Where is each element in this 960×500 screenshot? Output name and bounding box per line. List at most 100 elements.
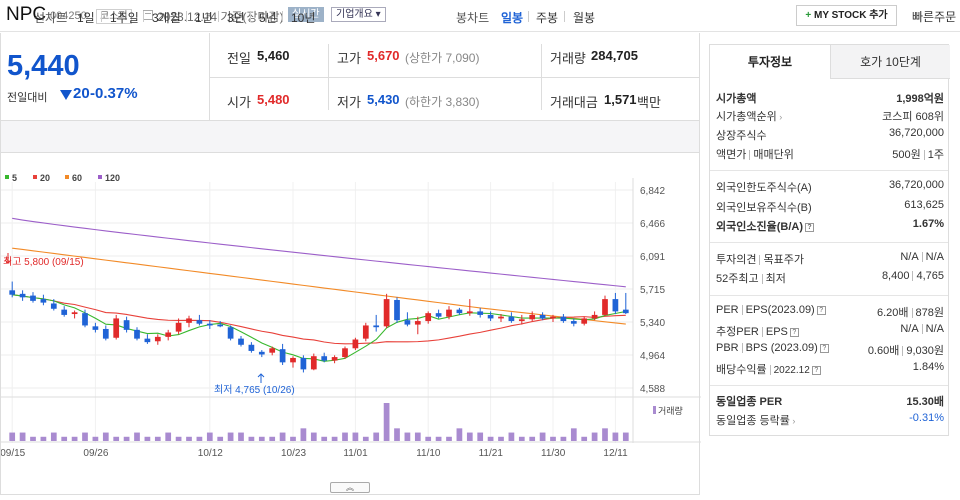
candle-body[interactable] (331, 357, 338, 361)
candle-body[interactable] (612, 299, 619, 312)
candle-body[interactable] (19, 293, 26, 298)
candle-body[interactable] (581, 318, 588, 324)
candle-monthly[interactable]: 월봉 (573, 11, 596, 25)
candle-body[interactable] (144, 338, 151, 343)
volume-bar (30, 436, 36, 441)
candle-body[interactable] (539, 314, 546, 319)
candle-body[interactable] (508, 316, 515, 322)
w52-high-value: 8,400 (881, 270, 910, 282)
candle-body[interactable] (206, 323, 213, 326)
help-icon[interactable]: ? (816, 305, 826, 315)
period-3m[interactable]: 3개월 (152, 11, 181, 25)
candle-body[interactable] (134, 329, 140, 339)
candle-body[interactable] (591, 314, 598, 319)
candle-body[interactable] (175, 322, 182, 332)
candle-body[interactable] (279, 349, 286, 363)
candle-body[interactable] (61, 309, 68, 315)
candle-body[interactable] (570, 321, 577, 324)
candle-body[interactable] (30, 295, 36, 301)
candle-body[interactable] (9, 290, 16, 295)
candle-body[interactable] (414, 321, 421, 325)
company-overview-button[interactable]: 기업개요 ▾ (331, 7, 386, 22)
period-3y[interactable]: 3년 (227, 11, 245, 25)
help-icon[interactable]: ? (789, 327, 799, 337)
candle-body[interactable] (102, 328, 109, 339)
candle-body[interactable] (498, 316, 504, 319)
candle-body[interactable] (352, 339, 359, 349)
candle-body[interactable] (404, 320, 411, 325)
y-tick-label: 5,340 (640, 318, 665, 329)
candle-body[interactable] (40, 299, 47, 303)
help-icon[interactable]: ? (805, 222, 814, 232)
tab-invest-info[interactable]: 투자정보 (710, 45, 830, 79)
candle-body[interactable] (165, 332, 172, 337)
period-5y[interactable]: 5년 (259, 11, 277, 25)
candle-body[interactable] (310, 356, 317, 370)
candle-body[interactable] (373, 325, 380, 328)
candle-body[interactable] (154, 336, 161, 342)
tab-order-book[interactable]: 호가 10단계 (830, 45, 950, 79)
candle-weekly[interactable]: 주봉 (536, 11, 559, 25)
chart-scroll-handle[interactable]: ︽ (330, 482, 370, 493)
candle-body[interactable] (258, 351, 265, 355)
candle-body[interactable] (487, 314, 494, 319)
upper-limit: (상한가 7,090) (405, 51, 480, 65)
candle-body[interactable] (560, 316, 567, 322)
candle-body[interactable] (425, 313, 432, 322)
candle-body[interactable] (394, 299, 400, 321)
candle-body[interactable] (466, 311, 473, 314)
candle-body[interactable] (383, 299, 390, 327)
candle-body[interactable] (227, 327, 234, 339)
cap-rank-label: 시가총액순위 (716, 111, 777, 123)
candle-body[interactable] (290, 357, 296, 363)
candle-body[interactable] (477, 311, 484, 315)
candle-body[interactable] (82, 313, 88, 326)
realtime-button[interactable]: 실시간 (288, 7, 324, 22)
candle-body[interactable] (186, 318, 192, 323)
volume-bar (362, 436, 369, 441)
candle-body[interactable] (362, 325, 369, 339)
legend-swatch (65, 175, 69, 179)
candle-daily[interactable]: 일봉 (501, 11, 524, 25)
shares-value: 36,720,000 (888, 127, 944, 139)
candle-body[interactable] (446, 309, 452, 317)
add-mystock-label: MY STOCK 추가 (814, 10, 888, 21)
candle-body[interactable] (123, 320, 130, 330)
add-mystock-button[interactable]: + MY STOCK 추가 (796, 5, 897, 26)
candle-body[interactable] (269, 348, 276, 353)
x-tick-label: 11/30 (541, 448, 566, 459)
help-icon[interactable]: ? (811, 365, 821, 375)
candle-body[interactable] (435, 313, 442, 317)
candle-body[interactable] (456, 309, 463, 314)
invest-info-panel: 투자정보 호가 10단계 시가총액 1,998억원 시가총액순위 › 코스피 6… (709, 44, 950, 436)
candle-body[interactable] (529, 314, 536, 320)
candle-body[interactable] (113, 318, 120, 338)
candle-body[interactable] (50, 303, 57, 309)
candle-body[interactable] (622, 309, 629, 314)
candle-body[interactable] (550, 316, 556, 319)
stock-chart[interactable]: 5 20 60 120 6,842 6,466 6,091 5,715 5,340 4,964 4,… (0, 153, 701, 495)
candle-body[interactable] (300, 357, 307, 370)
candle-body[interactable] (342, 348, 348, 358)
candle-body[interactable] (217, 324, 224, 327)
candle-body[interactable] (92, 326, 99, 330)
help-icon[interactable]: ? (819, 343, 829, 353)
candle-body[interactable] (71, 312, 78, 315)
period-1d[interactable]: 1일 (77, 11, 95, 25)
per-label: PER (716, 304, 739, 316)
volume-value: 284,705 (591, 48, 638, 63)
candle-body[interactable] (196, 320, 203, 324)
period-1w[interactable]: 1주일 (110, 11, 139, 25)
candle-body[interactable] (321, 356, 328, 361)
period-10y[interactable]: 10년 (291, 11, 316, 25)
par-value: 500원 (892, 149, 921, 161)
candle-body[interactable] (602, 299, 608, 315)
candle-body[interactable] (238, 338, 244, 345)
divider (250, 11, 251, 22)
dividend-value: 1.84% (912, 361, 944, 373)
volume-bar (144, 436, 151, 441)
quick-order-link[interactable]: 빠른주문 (912, 10, 957, 24)
period-1y[interactable]: 1년 (195, 11, 213, 25)
candle-body[interactable] (248, 344, 255, 351)
candle-body[interactable] (518, 319, 525, 322)
